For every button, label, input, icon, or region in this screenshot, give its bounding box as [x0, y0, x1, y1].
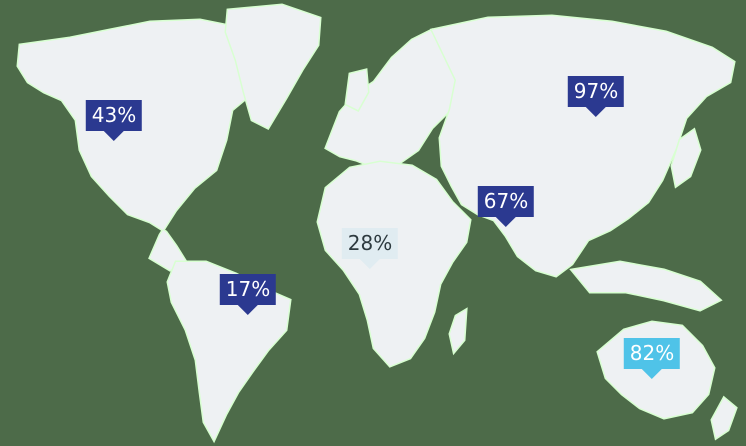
- marker-pointer: [641, 369, 662, 379]
- land-africa: [316, 160, 472, 368]
- marker-russia[interactable]: 97%: [567, 76, 625, 117]
- marker-middle-east[interactable]: 67%: [477, 186, 535, 227]
- marker-value: 97%: [567, 76, 625, 107]
- marker-south-america[interactable]: 17%: [219, 274, 277, 315]
- land-japan: [670, 127, 702, 189]
- land-madagascar: [448, 307, 468, 356]
- marker-australia[interactable]: 82%: [623, 338, 681, 379]
- marker-africa[interactable]: 28%: [341, 228, 399, 269]
- marker-pointer: [237, 305, 258, 315]
- land-new-zealand: [710, 395, 738, 441]
- marker-pointer: [103, 131, 124, 141]
- marker-value: 67%: [477, 186, 535, 217]
- marker-north-america[interactable]: 43%: [85, 100, 143, 141]
- land-indonesia: [569, 260, 723, 312]
- marker-value: 28%: [341, 228, 399, 259]
- marker-pointer: [495, 217, 516, 227]
- land-greenland: [224, 3, 322, 130]
- marker-pointer: [585, 107, 606, 117]
- marker-value: 17%: [219, 274, 277, 305]
- marker-value: 82%: [623, 338, 681, 369]
- land-north-america: [16, 18, 264, 272]
- marker-pointer: [359, 259, 380, 269]
- marker-value: 43%: [85, 100, 143, 131]
- land-uk: [344, 68, 370, 112]
